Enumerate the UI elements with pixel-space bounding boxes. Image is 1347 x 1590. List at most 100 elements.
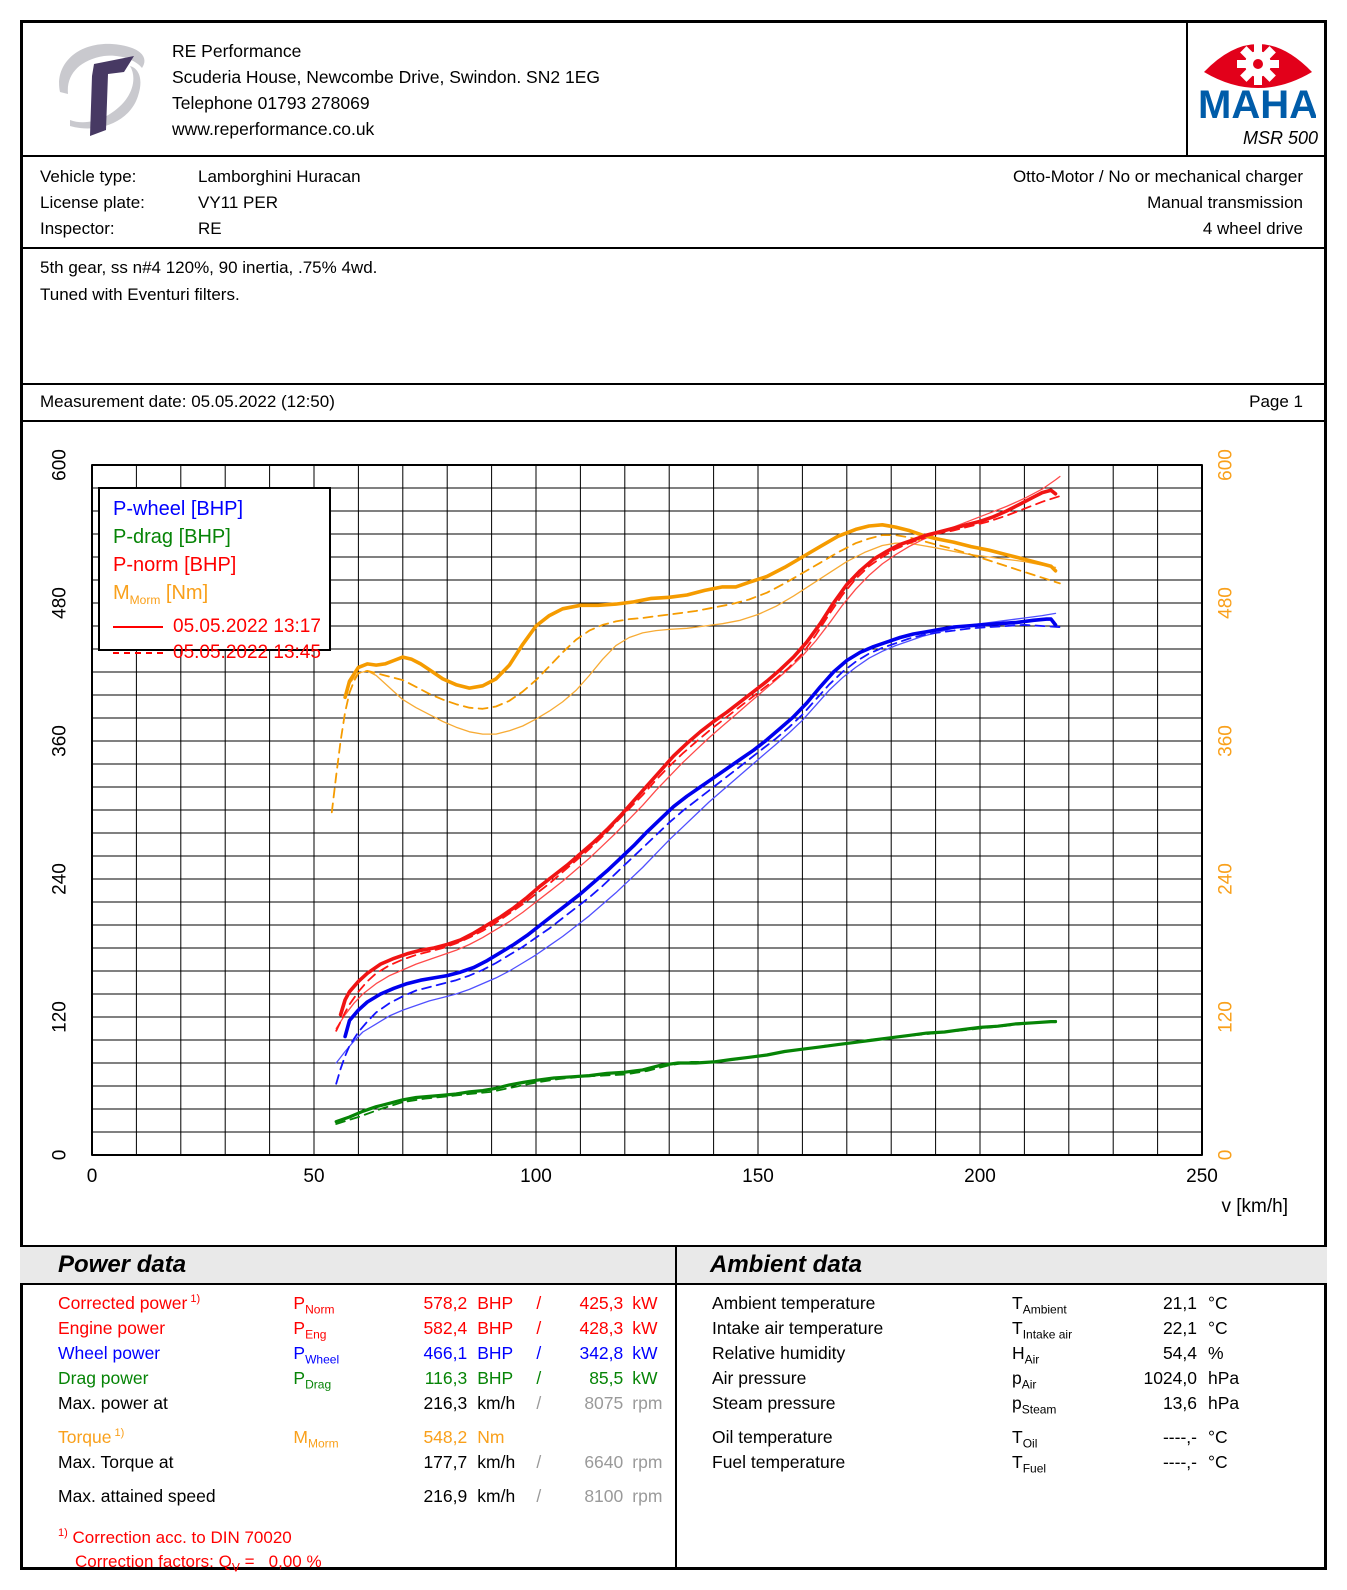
company-name: RE Performance: [172, 41, 302, 61]
ambient-row: Relative humidity HAir 54,4%: [712, 1343, 1224, 1367]
comment-line: 5th gear, ss n#4 120%, 90 inertia, .75% …: [40, 258, 378, 277]
series-p-wheel-13-45: [335, 624, 1061, 1085]
solid-line-sample: [113, 626, 163, 628]
ambient-row: Fuel temperature TFuel ----,- °C: [712, 1452, 1228, 1476]
power-row-corrected: Corrected power 1) PNorm 578,2 BHP/425,3 kW: [58, 1293, 658, 1317]
x-axis-tick: 200: [964, 1166, 996, 1187]
rule-vehicle: [20, 247, 1327, 249]
re-performance-logo: [59, 43, 145, 136]
series-p-drag-13-45: [335, 1019, 1061, 1125]
rule-header: [20, 155, 1327, 157]
panel-divider: [675, 1245, 677, 1568]
ambient-row: Steam pressure pSteam 13,6 hPa: [712, 1393, 1240, 1417]
section-band: Power data Ambient data: [20, 1245, 1327, 1285]
rule-measurement: [20, 420, 1327, 422]
transmission-type: Manual transmission: [1147, 193, 1303, 212]
comments-block: 5th gear, ss n#4 120%, 90 inertia, .75% …: [40, 254, 377, 308]
series-p-drag-13-17: [334, 1020, 1058, 1124]
logo-swoosh-bottom: [70, 66, 141, 129]
logo-r-mark: [90, 56, 134, 136]
vehicle-row: License plate: VY11 PER: [40, 190, 361, 216]
legend-run-2: 05.05.2022 13:45: [113, 640, 329, 666]
series-p-norm-13-45: [335, 495, 1061, 1032]
header-divider: [1186, 22, 1188, 155]
power-row-wheel: Wheel power PWheel 466,1 BHP/342,8 kW: [58, 1343, 658, 1367]
license-plate-label: License plate:: [40, 193, 145, 212]
series-m-morm-13-17: [343, 523, 1058, 700]
y-axis-tick-left: 240: [50, 863, 71, 895]
y-axis-tick-right: 480: [1216, 587, 1237, 619]
measurement-date: Measurement date: 05.05.2022 (12:50): [40, 392, 335, 411]
legend-run-1: 05.05.2022 13:17: [113, 614, 329, 640]
dyno-chart: 0 50 100 150 200 250 0 0 120 120 240 240 360 360 480 48…: [50, 449, 1289, 1217]
x-axis-tick: 150: [742, 1166, 774, 1187]
power-data-panel: Corrected power 1) PNorm 578,2 BHP/425,3 kW E…: [58, 1293, 672, 1579]
ambient-row: Intake air temperature TIntake air 22,1 °C: [712, 1318, 1228, 1342]
series-m-morm-13-45: [330, 534, 1061, 814]
series-p-norm-thin: [335, 475, 1061, 1030]
power-row-max-torque: Max. Torque at 177,7 km/h/6640 rpm: [58, 1452, 663, 1472]
ambient-data-title: Ambient data: [710, 1251, 863, 1278]
logo-swoosh-top: [59, 43, 145, 94]
x-axis-tick: 50: [303, 1166, 324, 1187]
x-axis-tick: 250: [1186, 1166, 1218, 1187]
x-axis-label: v [km/h]: [1221, 1196, 1288, 1217]
ambient-data-panel: Ambient temperature TAmbient 21,1 °C Intake…: [712, 1293, 1292, 1477]
vehicle-type-label: Vehicle type:: [40, 167, 137, 186]
vehicle-type-value: Lamborghini Huracan: [198, 167, 361, 186]
engine-type: Otto-Motor / No or mechanical charger: [1012, 167, 1303, 186]
maha-logo: MAHA: [1200, 43, 1316, 126]
x-axis-tick: 0: [87, 1166, 98, 1187]
legend-p-drag: P-drag [BHP]: [113, 526, 231, 548]
rule-comments: [20, 383, 1327, 385]
vehicle-row: Vehicle type: Lamborghini Huracan: [40, 164, 361, 190]
series-p-wheel-thin: [335, 612, 1057, 1064]
x-axis-tick: 100: [520, 1166, 552, 1187]
power-row-max-speed: Max. attained speed 216,9 km/h/8100 rpm: [58, 1486, 663, 1506]
series-p-norm-13-17: [338, 488, 1058, 1017]
y-axis-tick-right: 360: [1216, 725, 1237, 757]
plot-border: [91, 464, 1203, 1156]
device-model: MSR 500: [1242, 128, 1318, 148]
y-axis-tick-right: 240: [1216, 863, 1237, 895]
y-axis-tick-left: 0: [50, 1150, 71, 1161]
y-axis-tick-right: 0: [1216, 1150, 1237, 1161]
engine-info: Otto-Motor / No or mechanical charger Ma…: [700, 164, 1303, 242]
comment-line: Tuned with Eventuri filters.: [40, 285, 240, 304]
legend-p-wheel: P-wheel [BHP]: [113, 498, 244, 520]
company-address: Scuderia House, Newcombe Drive, Swindon.…: [172, 67, 600, 87]
y-axis-tick-left: 360: [50, 725, 71, 757]
inspector-label: Inspector:: [40, 219, 115, 238]
ambient-row: Ambient temperature TAmbient 21,1 °C: [712, 1293, 1228, 1317]
drive-type: 4 wheel drive: [1202, 219, 1303, 238]
series-p-wheel-13-17: [343, 617, 1058, 1039]
y-axis-tick-left: 480: [50, 587, 71, 619]
power-row-max-power: Max. power at 216,3 km/h/8075 rpm: [58, 1393, 663, 1413]
measurement-row: Measurement date: 05.05.2022 (12:50) Pag…: [40, 392, 1303, 412]
power-row-drag: Drag power PDrag 116,3 BHP/85,5 kW: [58, 1368, 658, 1392]
vehicle-row: Inspector: RE: [40, 216, 361, 242]
power-row-engine: Engine power PEng 582,4 BHP/428,3 kW: [58, 1318, 658, 1342]
license-plate-value: VY11 PER: [198, 193, 279, 212]
chart-legend: P-wheel [BHP] P-drag [BHP] P-norm [BHP] …: [98, 487, 331, 663]
page-number: Page 1: [1249, 392, 1303, 411]
inspector-value: RE: [198, 219, 222, 238]
company-phone: Telephone 01793 278069: [172, 93, 370, 113]
power-row-torque: Torque 1) MMorm 548,2 Nm: [58, 1427, 505, 1451]
y-axis-tick-right: 120: [1216, 1001, 1237, 1033]
ambient-row: Air pressure pAir 1024,0 hPa: [712, 1368, 1240, 1392]
page-border: [20, 20, 1327, 1570]
company-block: RE Performance Scuderia House, Newcombe …: [172, 38, 600, 142]
dashed-line-sample: [113, 652, 163, 654]
legend-p-norm: P-norm [BHP]: [113, 554, 237, 576]
y-axis-tick-left: 600: [50, 449, 71, 481]
ambient-row: Oil temperature TOil ----,- °C: [712, 1427, 1228, 1451]
legend-torque: MMorm [Nm]: [113, 582, 209, 607]
vehicle-info: Vehicle type: Lamborghini Huracan License…: [40, 164, 361, 242]
series-m-morm-thin: [344, 542, 1057, 735]
y-axis-tick-right: 600: [1216, 449, 1237, 481]
y-axis-tick-left: 120: [50, 1001, 71, 1033]
company-website[interactable]: www.reperformance.co.uk: [172, 119, 375, 139]
maha-wordmark: MAHA: [1200, 83, 1316, 126]
